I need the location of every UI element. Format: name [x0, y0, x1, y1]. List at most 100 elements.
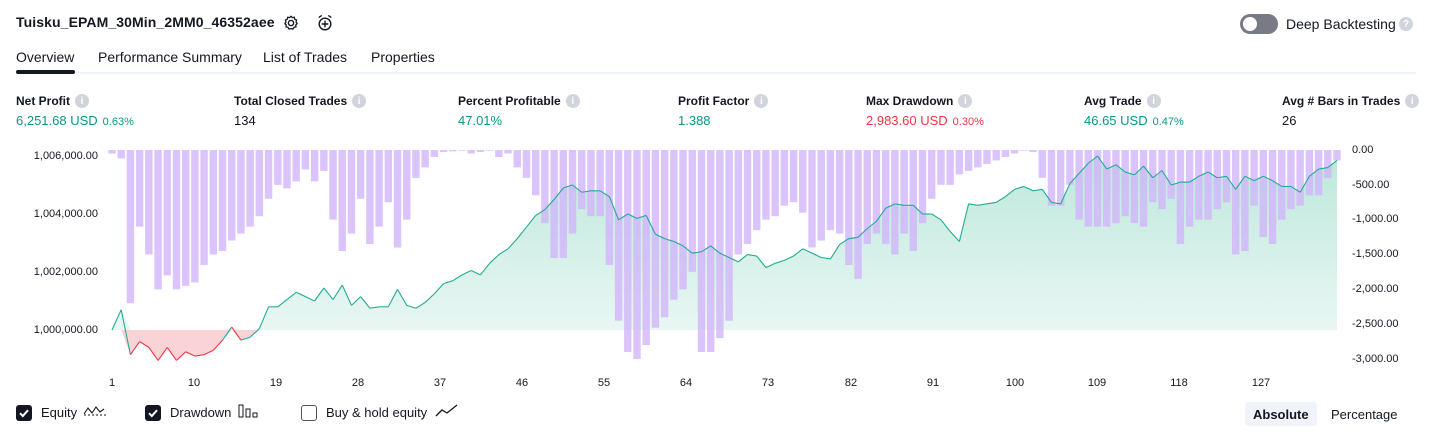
drawdown-bar [863, 150, 871, 245]
drawdown-bar [375, 150, 383, 227]
drawdown-bar [1103, 150, 1111, 227]
equity-line-segment [866, 220, 877, 229]
equity-line-segment [222, 326, 233, 341]
drawdown-bar [780, 150, 789, 206]
drawdown-bar [246, 150, 254, 227]
drawdown-bar [366, 150, 374, 245]
drawdown-bar [522, 150, 531, 178]
metric-percent: 0.47% [1152, 116, 1184, 128]
drawdown-bar [697, 150, 706, 353]
equity-line-segment [968, 203, 978, 206]
drawdown-bar [485, 150, 494, 151]
legend-equity[interactable]: Equity [16, 404, 107, 421]
info-icon[interactable]: i [75, 94, 89, 108]
drawdown-bar [504, 150, 512, 154]
equity-line-segment [387, 289, 399, 308]
drawdown-bar [550, 150, 558, 258]
drawdown-bar [1020, 150, 1028, 151]
gear-icon[interactable] [280, 12, 302, 34]
drawdown-bar [108, 150, 116, 154]
right-axis-tick: -2,500.00 [1352, 318, 1399, 330]
equity-line-segment [1244, 175, 1255, 182]
equity-line-segment [682, 245, 693, 254]
drawdown-bar [771, 150, 779, 217]
info-icon[interactable]: i [352, 94, 367, 108]
drawdown-bar [1038, 150, 1046, 178]
info-icon[interactable]: i [958, 94, 973, 108]
drawdown-bar [1121, 150, 1129, 217]
drawdown-bar [1029, 150, 1037, 153]
equity-line-segment [1115, 164, 1126, 173]
right-axis-tick: -1,000.00 [1352, 213, 1399, 225]
absolute-button[interactable]: Absolute [1245, 402, 1317, 426]
info-icon[interactable]: i [1405, 94, 1420, 108]
metric-value: 134 [234, 113, 256, 128]
drawdown-bar [1167, 150, 1175, 199]
info-icon[interactable]: i [1146, 94, 1161, 108]
equity-label: Equity [41, 405, 78, 420]
equity-loss-area [112, 330, 1337, 361]
equity-line-segment [157, 347, 168, 361]
drawdown-bar [725, 150, 733, 321]
equity-line-segment [1069, 173, 1080, 184]
drawdown-bar [578, 150, 586, 210]
drawdown-bar [403, 150, 411, 220]
add-alert-icon[interactable] [314, 12, 336, 34]
buy-hold-label: Buy & hold equity [326, 405, 428, 420]
equity-line-segment [719, 252, 730, 258]
equity-line-segment [599, 190, 610, 198]
metric-value: 1.388 [678, 113, 711, 128]
metric-label: Profit Factor [678, 94, 750, 108]
legend-drawdown[interactable]: Drawdown [145, 404, 258, 421]
drawdown-checkbox[interactable] [145, 404, 161, 421]
tabs-divider [16, 72, 1416, 74]
metric-net-profit: Net Profit i [16, 94, 89, 108]
tab-overview[interactable]: Overview [16, 49, 75, 65]
percentage-button[interactable]: Percentage [1331, 406, 1398, 422]
drawdown-bar [467, 150, 475, 154]
equity-line-segment [240, 336, 251, 341]
equity-line-segment [774, 259, 785, 264]
drawdown-bar [909, 150, 918, 252]
tab-properties[interactable]: Properties [371, 49, 435, 65]
x-axis-tick: 28 [351, 377, 365, 389]
drawdown-bar [1084, 150, 1093, 227]
equity-line-segment [1235, 175, 1246, 190]
equity-line-segment [793, 248, 804, 257]
drawdown-bar [310, 150, 319, 182]
info-icon[interactable]: i [565, 94, 580, 108]
equity-line-segment [839, 238, 850, 245]
tab-performance-summary[interactable]: Performance Summary [98, 49, 242, 65]
metric-total-closed-trades: Total Closed Trades i [234, 94, 367, 108]
drawdown-bar [301, 150, 310, 170]
equity-checkbox[interactable] [16, 404, 32, 421]
active-tab-indicator [16, 70, 75, 74]
equity-line-segment [406, 304, 417, 309]
equity-line-segment [176, 351, 187, 361]
drawdown-bar [163, 150, 171, 276]
help-icon[interactable]: ? [1399, 17, 1413, 31]
drawdown-bar [743, 150, 752, 245]
equity-line-segment [1318, 167, 1328, 170]
equity-line-segment [1078, 162, 1089, 174]
legend-buy-hold-equity[interactable]: Buy & hold equity [301, 404, 459, 421]
drawdown-bar [872, 150, 881, 234]
x-axis-tick: 109 [1087, 377, 1107, 389]
drawdown-bar [228, 150, 236, 241]
equity-line-segment [645, 215, 656, 235]
tab-list-of-trades[interactable]: List of Trades [263, 49, 348, 65]
drawdown-bar [624, 150, 632, 353]
drawdown-bar [283, 150, 291, 189]
equity-line-segment [461, 270, 472, 276]
equity-line-segment [664, 238, 675, 243]
equity-line-segment [995, 196, 1006, 203]
info-icon[interactable]: i [754, 94, 769, 108]
x-axis-tick: 73 [761, 377, 775, 389]
drawdown-bar [329, 150, 337, 220]
drawdown-bar [1149, 150, 1157, 203]
drawdown-bar [145, 150, 153, 255]
deep-backtesting-toggle[interactable] [1240, 14, 1278, 34]
buy-hold-checkbox[interactable] [301, 404, 317, 421]
drawdown-bar [126, 150, 135, 304]
equity-line-segment [544, 199, 555, 211]
